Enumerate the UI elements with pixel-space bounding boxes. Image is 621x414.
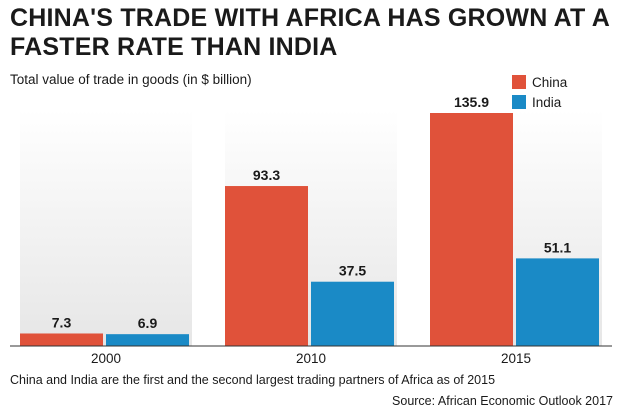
bar-china-2000 <box>20 333 103 346</box>
legend: China India <box>512 72 567 112</box>
legend-swatch-india <box>512 95 526 109</box>
bar-china-2010 <box>225 186 308 346</box>
group-background-2000 <box>20 110 192 346</box>
bar-india-2010 <box>311 281 394 346</box>
legend-swatch-china <box>512 75 526 89</box>
data-label-india-2000: 6.9 <box>138 315 158 331</box>
legend-label-india: India <box>532 94 562 110</box>
data-label-india-2010: 37.5 <box>339 263 366 279</box>
data-label-india-2015: 51.1 <box>544 239 571 255</box>
data-label-china-2000: 7.3 <box>52 314 72 330</box>
chart-subtitle: Total value of trade in goods (in $ bill… <box>10 72 252 87</box>
bar-india-2015 <box>516 258 599 346</box>
data-label-china-2015: 135.9 <box>454 94 489 110</box>
bar-india-2000 <box>106 334 189 346</box>
footnote: China and India are the first and the se… <box>10 373 496 387</box>
legend-label-china: China <box>532 74 568 90</box>
legend-item-china: China <box>512 72 567 92</box>
x-tick-label-2015: 2015 <box>501 351 531 366</box>
data-label-china-2010: 93.3 <box>253 167 280 183</box>
source-note: Source: African Economic Outlook 2017 <box>392 394 613 408</box>
x-tick-label-2000: 2000 <box>91 351 121 366</box>
chart-title: CHINA'S TRADE WITH AFRICA HAS GROWN AT A… <box>10 4 610 61</box>
x-tick-label-2010: 2010 <box>296 351 326 366</box>
legend-item-india: India <box>512 92 567 112</box>
bar-china-2015 <box>430 113 513 346</box>
